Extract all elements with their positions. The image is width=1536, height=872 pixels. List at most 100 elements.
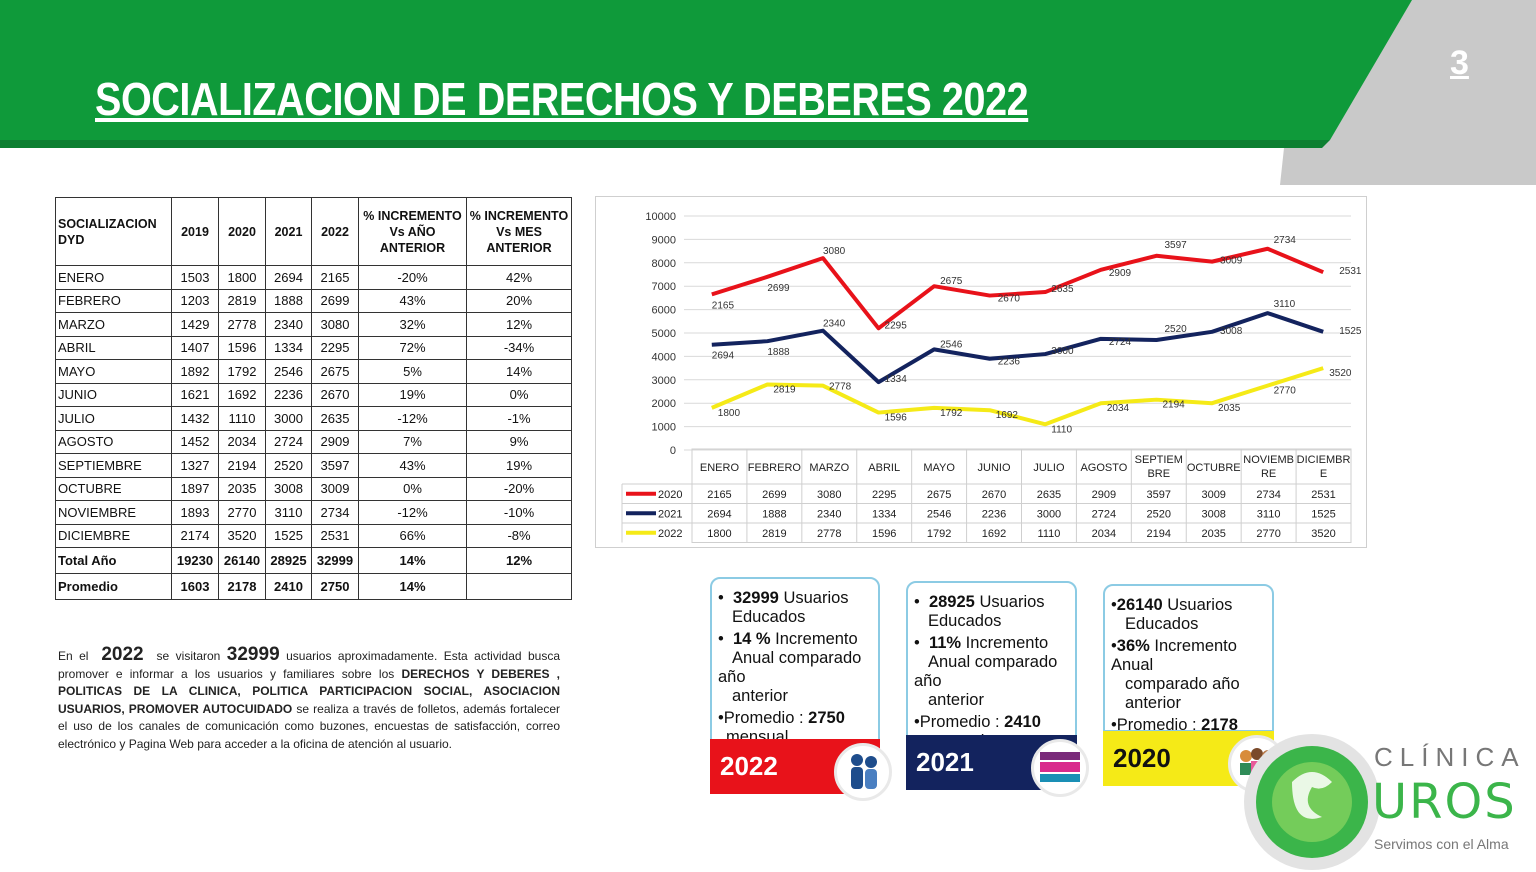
table-cell: 1334 [265,335,312,360]
row-label: MARZO [55,312,172,337]
table-cell: 2699 [311,288,359,313]
table-cell: 19230 [171,547,219,574]
table-cell: 1327 [171,453,219,478]
x-tick-label: MAYO [923,462,955,474]
table-cell: 3110 [265,500,312,525]
column-header: 2022 [311,197,359,266]
row-label: Promedio [55,573,172,600]
card-average-number: 2410 [1004,713,1041,731]
card-increment: • 14 % Incremento Anual comparado año an… [718,630,862,705]
table-cell: 1407 [171,335,219,360]
table-value: 2295 [872,489,896,501]
table-cell: 2909 [311,429,359,454]
data-label: 2778 [829,382,852,393]
y-tick-label: 10000 [645,211,676,223]
year-label: 2020 [1113,743,1171,773]
row-label: ENERO [55,265,172,290]
table-cell: 9% [466,429,572,454]
card-text: Promedio : [919,713,1000,731]
year-label: 2021 [916,747,974,777]
y-tick-label: 2000 [652,398,676,410]
table-value: 3110 [1257,508,1281,520]
x-tick-label: JULIO [1033,462,1065,474]
table-cell: 1792 [218,359,266,384]
card-text: comparado año [1125,675,1240,693]
table-cell: 3597 [311,453,359,478]
table-cell: 2520 [265,453,312,478]
data-label: 2165 [712,300,735,311]
table-value: 3008 [1201,508,1225,520]
table-value: 2546 [927,508,951,520]
x-tick-label: RE [1261,468,1276,480]
row-label: JULIO [55,406,172,431]
table-cell: -12% [358,406,467,431]
card-increment-number: 14 % [732,630,771,648]
table-cell: 1110 [218,406,266,431]
data-label: 1596 [885,413,908,424]
card-text: Educados [928,612,1002,630]
summary-card-2021: • 28925 Usuarios Educados • 11% Incremen… [906,581,1077,750]
table-value: 1525 [1311,508,1335,520]
para-text: se realiza a través de folletos, además … [58,701,560,751]
table-cell: 0% [466,382,572,407]
table-cell: 2035 [218,476,266,501]
x-tick-label: AGOSTO [1080,462,1127,474]
row-label: NOVIEMBRE [55,500,172,525]
table-cell: 72% [358,335,467,360]
table-row: JULIO 1432 1110 3000 2635 -12% -1% [55,406,572,431]
table-cell: 19% [466,453,572,478]
data-label: 2035 [1218,403,1241,414]
table-cell: 2531 [311,523,359,548]
summary-card-2020: •26140 Usuarios Educados •36% Incremento… [1103,584,1274,753]
x-tick-label: E [1320,468,1327,480]
table-cell: 2546 [265,359,312,384]
data-label: 3009 [1220,256,1243,267]
table-cell: 1603 [171,573,219,600]
card-text: Educados [1125,615,1199,633]
y-tick-label: 8000 [652,258,676,270]
table-cell: 26140 [218,547,266,574]
table-cell: 14% [466,359,572,384]
data-label: 2520 [1164,324,1187,335]
data-label: 2531 [1339,266,1362,277]
table-cell: 1892 [171,359,219,384]
table-cell: 1800 [218,265,266,290]
table-value: 2520 [1147,508,1171,520]
table-row: FEBRERO 1203 2819 1888 2699 43% 20% [55,288,572,313]
table-value: 2694 [707,508,731,520]
table-row: OCTUBRE 1897 2035 3008 3009 0% -20% [55,476,572,501]
card-users: •26140 Usuarios Educados [1111,596,1233,633]
card-text: anterior [732,687,788,705]
table-cell: 2694 [265,265,312,290]
table-cell: -20% [466,476,572,501]
table-cell: 0% [358,476,467,501]
table-value: 2194 [1147,528,1171,540]
series-line-2020 [711,246,1324,331]
card-text: Incremento Anual [1111,637,1237,674]
data-label: 2340 [823,319,846,330]
table-value: 2724 [1092,508,1116,520]
table-cell: 2194 [218,453,266,478]
table-cell: -12% [358,500,467,525]
table-cell: 2819 [218,288,266,313]
card-users: • 28925 Usuarios Educados [914,593,1045,630]
logo-line1: CLÍNICA [1374,742,1526,772]
table-value: 3520 [1311,528,1335,540]
table-value: 1800 [707,528,731,540]
row-label: OCTUBRE [55,476,172,501]
data-label: 1525 [1339,326,1362,337]
table-cell: 1432 [171,406,219,431]
table-row: ENERO 1503 1800 2694 2165 -20% 42% [55,265,572,290]
para-text: se visitaron [156,649,221,663]
data-label: 2724 [1109,337,1132,348]
table-cell: 3008 [265,476,312,501]
table-cell: 2178 [218,573,266,600]
series-line-2021 [711,311,1324,385]
table-value: 2699 [762,489,786,501]
table-value: 2770 [1256,528,1280,540]
header-banner: SOCIALIZACION DE DERECHOS Y DEBERES 2022… [0,0,1536,185]
row-label: MAYO [55,359,172,384]
x-tick-label: JUNIO [978,462,1011,474]
data-label: 2694 [712,351,735,362]
y-tick-label: 1000 [652,422,676,434]
